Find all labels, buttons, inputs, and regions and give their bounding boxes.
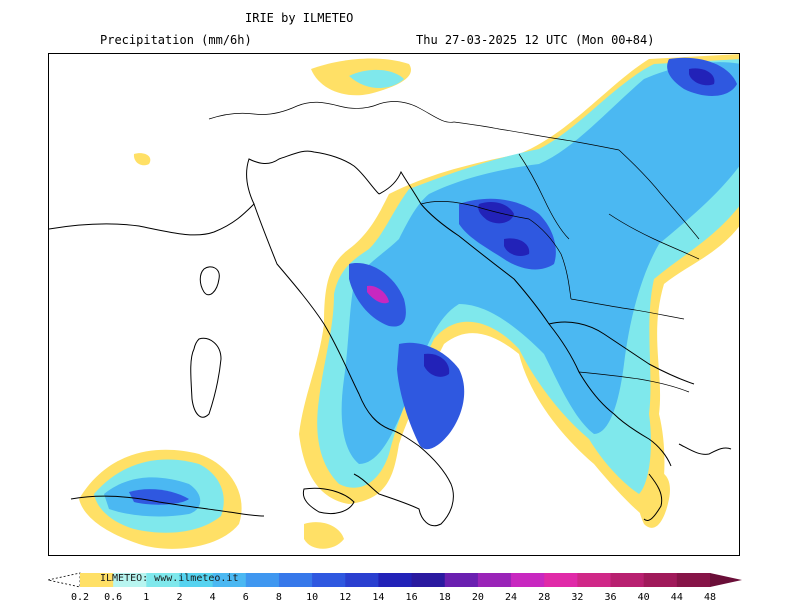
legend-swatch [212, 573, 247, 587]
legend-swatch [411, 573, 446, 587]
legend-swatch [676, 573, 711, 587]
legend-tick-label: 0.6 [104, 592, 123, 603]
legend-swatch [312, 573, 346, 587]
legend-tick-label: 4 [209, 592, 216, 603]
legend-tick-label: 28 [538, 592, 551, 603]
legend-tick-label: 6 [242, 592, 249, 603]
legend-swatch [378, 573, 413, 587]
legend-under-triangle [48, 572, 81, 588]
legend-tick-label: 20 [471, 592, 484, 603]
precip-field-dark-blue [424, 68, 715, 377]
precip-field-peak [367, 285, 389, 304]
legend-tick-label: 48 [703, 592, 717, 603]
legend-swatch [146, 573, 180, 587]
coastlines [49, 150, 732, 527]
legend-swatch [577, 573, 612, 587]
map-canvas [49, 54, 739, 555]
legend-tick-label: 0.2 [70, 592, 90, 603]
legend-colorbar [48, 572, 742, 588]
legend-swatch [179, 573, 214, 587]
valid-time-label: Thu 27-03-2025 12 UTC (Mon 00+84) [416, 33, 655, 47]
precipitation-map [48, 53, 740, 556]
legend-tick-label: 16 [405, 592, 418, 603]
variable-label: Precipitation (mm/6h) [100, 33, 252, 47]
legend-swatch [511, 573, 545, 587]
legend-tick-label: 10 [306, 592, 319, 603]
legend-swatch [80, 573, 114, 587]
legend-tick-label: 8 [275, 592, 282, 603]
color-legend: 0.2 0.6 1 2 4 6 8 10 12 14 16 18 20 24 28 32 36 40 44 48 [48, 572, 748, 606]
legend-tick-label: 36 [604, 592, 617, 603]
legend-swatch [345, 573, 379, 587]
legend-over-triangle [710, 573, 742, 587]
legend-tick-label: 1 [143, 592, 150, 603]
legend-tick-label: 44 [670, 592, 683, 603]
legend-tick-label: 18 [438, 592, 451, 603]
legend-tick-label: 12 [339, 592, 352, 603]
watermark: ILMETEO: www.ilmeteo.it [100, 573, 239, 584]
legend-tick-label: 2 [176, 592, 183, 603]
legend-tick-label: 24 [505, 592, 518, 603]
legend-swatch [477, 573, 512, 587]
legend-swatch [245, 573, 280, 587]
legend-swatch [444, 573, 479, 587]
chart-title: IRIE by ILMETEO [245, 11, 354, 25]
legend-swatch [278, 573, 313, 587]
legend-swatch [113, 573, 147, 587]
legend-tick-label: 14 [372, 592, 385, 603]
legend-swatch [643, 573, 678, 587]
country-borders [208, 101, 700, 393]
precip-field-blue [129, 57, 737, 505]
legend-swatch [610, 573, 645, 587]
legend-swatch [544, 573, 578, 587]
legend-tick-label: 32 [571, 592, 584, 603]
legend-tick-label: 40 [637, 592, 650, 603]
